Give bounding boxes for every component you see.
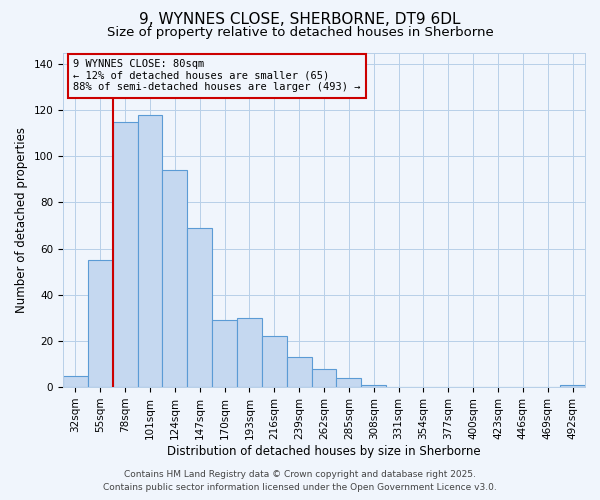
Bar	[311, 368, 337, 387]
Text: Size of property relative to detached houses in Sherborne: Size of property relative to detached ho…	[107, 26, 493, 39]
Text: 9 WYNNES CLOSE: 80sqm
← 12% of detached houses are smaller (65)
88% of semi-deta: 9 WYNNES CLOSE: 80sqm ← 12% of detached …	[73, 59, 361, 92]
Bar	[361, 385, 386, 387]
Bar	[560, 385, 585, 387]
Bar	[113, 122, 137, 387]
Bar	[88, 260, 113, 387]
Bar	[137, 115, 163, 387]
Bar	[237, 318, 262, 387]
Bar	[262, 336, 287, 387]
X-axis label: Distribution of detached houses by size in Sherborne: Distribution of detached houses by size …	[167, 444, 481, 458]
Bar	[212, 320, 237, 387]
Bar	[337, 378, 361, 387]
Y-axis label: Number of detached properties: Number of detached properties	[15, 127, 28, 313]
Bar	[287, 357, 311, 387]
Bar	[187, 228, 212, 387]
Text: 9, WYNNES CLOSE, SHERBORNE, DT9 6DL: 9, WYNNES CLOSE, SHERBORNE, DT9 6DL	[139, 12, 461, 28]
Bar	[163, 170, 187, 387]
Text: Contains HM Land Registry data © Crown copyright and database right 2025.
Contai: Contains HM Land Registry data © Crown c…	[103, 470, 497, 492]
Bar	[63, 376, 88, 387]
